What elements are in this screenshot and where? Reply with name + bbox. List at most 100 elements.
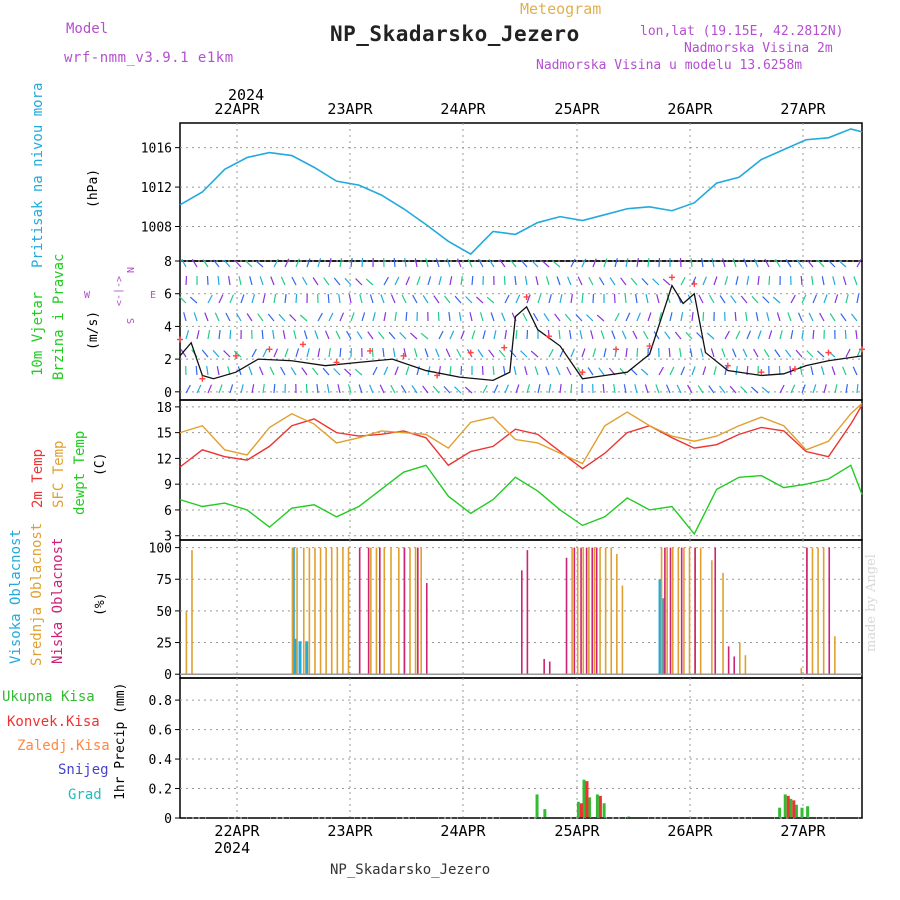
ytick-label: 0 — [164, 812, 172, 827]
wind-arrow — [327, 293, 330, 304]
wind-arrow — [795, 349, 803, 358]
station-name: NP_Skadarsko_Jezero — [330, 22, 580, 46]
wind-arrow — [290, 367, 297, 376]
wind-arrow — [658, 257, 661, 268]
wind-arrow — [845, 348, 851, 358]
wind-arrow — [335, 330, 341, 340]
wind-arrow — [559, 294, 563, 304]
bottom-day-label: 25APR — [554, 822, 600, 840]
wind-arrow — [645, 294, 649, 304]
wind-arrow — [852, 366, 858, 376]
wind-arrow — [787, 312, 792, 322]
wind-arrow — [592, 348, 597, 358]
wind-arrow — [564, 313, 572, 322]
cloud-mid-bar — [677, 547, 680, 675]
wind-arrow — [207, 329, 211, 340]
panel-frame-pressure — [179, 122, 863, 262]
wind-arrow — [779, 384, 785, 394]
wind-arrow — [647, 257, 650, 268]
wind-arrow — [498, 349, 506, 358]
wind-arrow — [240, 294, 245, 304]
wind-arrow — [344, 277, 352, 286]
cloud-mid-bar — [342, 547, 344, 675]
wind-arrow — [420, 332, 429, 340]
cloud-low-bar — [379, 547, 381, 675]
bottom-day-label: 23APR — [327, 822, 373, 840]
wind-arrow — [460, 276, 463, 286]
wind-arrow — [797, 312, 803, 322]
wind-arrow — [273, 293, 277, 304]
wind-arrow — [845, 294, 849, 304]
cloud-mid-bar — [621, 585, 624, 675]
precip-total-bar — [588, 797, 592, 818]
bottom-day-label: 24APR — [440, 822, 486, 840]
cloud-low-bar — [526, 550, 529, 675]
wind-arrow — [596, 314, 605, 322]
wind-arrow — [401, 294, 407, 304]
wind-arrow — [269, 366, 275, 376]
wind-arrow — [458, 311, 462, 322]
wind-arrow — [740, 386, 748, 394]
wind-arrow — [816, 350, 825, 358]
wind-arrow — [378, 331, 385, 340]
wind-arrow — [851, 313, 858, 322]
wind-arrow — [326, 383, 330, 394]
wind-arrow — [796, 259, 803, 268]
wind-arrow — [314, 330, 319, 340]
wind-arrow — [779, 330, 783, 340]
ytick-label: 1008 — [141, 221, 172, 236]
wind-arrow — [774, 258, 781, 268]
cloud-low-bar — [727, 646, 730, 675]
wind-arrow — [379, 384, 385, 394]
cloud-low-bar — [573, 547, 576, 675]
wind-arrow — [361, 257, 364, 268]
wind-arrow — [789, 366, 792, 376]
wind-arrow — [679, 257, 682, 268]
wind-arrow — [206, 275, 209, 286]
wind-arrow — [577, 276, 583, 286]
wind-arrow — [743, 258, 748, 268]
wind-arrow — [251, 384, 255, 394]
wind-arrow — [750, 386, 759, 394]
top-day-label: 24APR — [440, 100, 486, 118]
wind-arrow — [422, 295, 429, 304]
wind-arrow — [603, 348, 607, 358]
wind-arrow — [189, 296, 198, 304]
cloud-low-bar — [565, 557, 568, 675]
temp2m-line — [179, 404, 863, 470]
wind-arrow — [812, 384, 817, 394]
wind-arrow — [471, 330, 476, 340]
wind-arrow — [460, 365, 463, 376]
wind-arrow — [251, 348, 257, 358]
wind-arrow — [295, 258, 300, 268]
wind-arrow — [262, 384, 265, 394]
cloud-high-bar — [305, 641, 309, 675]
wind-arrow — [437, 311, 440, 322]
wind-arrow — [399, 332, 407, 340]
wind-arrow — [234, 259, 242, 268]
cloud-mid-bar — [336, 547, 339, 675]
wind-arrow — [339, 312, 345, 322]
wind-arrow — [432, 385, 440, 394]
wind-arrow — [609, 277, 616, 286]
wind-arrow — [347, 384, 352, 394]
wind-arrow — [776, 312, 781, 322]
wind-arrow — [504, 384, 509, 394]
cloud-mid-bar — [414, 547, 417, 675]
footer-station: NP_Skadarsko_Jezero — [330, 862, 491, 878]
wind-arrow — [258, 366, 264, 376]
wind-arrow — [636, 312, 641, 322]
ytick-label: 0.6 — [149, 724, 172, 739]
wind-arrow — [774, 349, 781, 358]
wind-arrow — [284, 258, 290, 268]
wind-arrow — [855, 330, 858, 340]
wind-arrow — [691, 312, 694, 322]
wind-arrow — [212, 349, 220, 358]
model-name: wrf-nmm_v3.9.1 e1km — [64, 50, 234, 66]
temp-unit: (C) — [93, 453, 108, 476]
cloud-low-bar — [591, 547, 594, 675]
wind-arrow — [479, 312, 484, 322]
wind-arrow — [831, 366, 836, 376]
ytick-label: 15 — [156, 427, 172, 442]
cloud-mid-ylabel: Srednja Oblacnost — [29, 523, 45, 666]
